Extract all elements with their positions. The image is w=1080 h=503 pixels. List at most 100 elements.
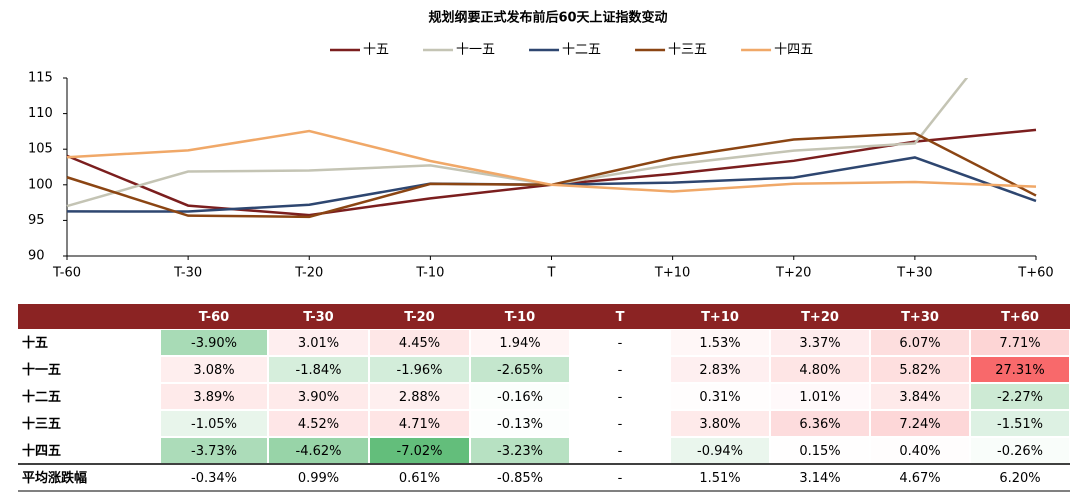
legend-label: 十三五 xyxy=(668,43,707,58)
table-cell-bg xyxy=(571,411,669,436)
table-cell-bg xyxy=(771,411,869,436)
table-cell: - xyxy=(618,471,623,486)
table-cell-bg xyxy=(871,357,969,382)
table-cell: 1.51% xyxy=(699,471,740,486)
table-cell: -0.16% xyxy=(497,390,543,405)
legend-label: 十一五 xyxy=(456,43,495,58)
legend-label: 十四五 xyxy=(774,43,813,58)
table-cell: 0.15% xyxy=(799,444,840,459)
table-cell-bg xyxy=(571,438,669,463)
table-cell: -1.05% xyxy=(191,417,237,432)
x-tick-label: T+30 xyxy=(896,266,932,281)
table-cell: 4.52% xyxy=(298,417,339,432)
table-cell: - xyxy=(618,417,623,432)
table-header-cell: T xyxy=(616,310,625,325)
table-cell-bg xyxy=(471,438,569,463)
table-cell: 6.36% xyxy=(799,417,840,432)
x-tick-label: T+20 xyxy=(775,266,811,281)
table-cell: - xyxy=(618,444,623,459)
table-cell: 4.80% xyxy=(799,363,840,378)
plot-area xyxy=(66,78,1037,219)
x-tick-label: T-30 xyxy=(173,266,202,281)
table-cell-bg xyxy=(971,384,1069,409)
table-cell-bg xyxy=(871,384,969,409)
y-tick-label: 105 xyxy=(28,142,53,157)
table-cell: 3.01% xyxy=(298,336,339,351)
y-tick-label: 95 xyxy=(28,213,45,228)
table-cell: -2.27% xyxy=(997,390,1043,405)
y-tick-label: 90 xyxy=(28,249,45,264)
table-cell: - xyxy=(618,336,623,351)
table-cell: - xyxy=(618,363,623,378)
table-cell-bg xyxy=(269,357,368,382)
table-cell: -4.62% xyxy=(296,444,342,459)
table-cell-bg xyxy=(771,438,869,463)
table-cell-bg xyxy=(771,357,869,382)
table-header-cell: T-10 xyxy=(505,310,535,325)
table-cell: 1.53% xyxy=(699,336,740,351)
x-tick-label: T-20 xyxy=(294,266,323,281)
table-cell: 0.31% xyxy=(699,390,740,405)
table-cell: 1.94% xyxy=(499,336,540,351)
table-cell: 6.20% xyxy=(999,471,1040,486)
table-cell-bg xyxy=(671,438,769,463)
table-cell-bg xyxy=(161,357,267,382)
table-cell: -3.90% xyxy=(191,336,237,351)
x-tick-label: T-10 xyxy=(415,266,444,281)
table-cell-bg xyxy=(971,438,1069,463)
table-cell-bg xyxy=(971,357,1069,382)
table-cell: 3.37% xyxy=(799,336,840,351)
table-cell-bg xyxy=(671,330,769,355)
table-cell: 3.08% xyxy=(193,363,234,378)
table-cell: 1.01% xyxy=(799,390,840,405)
table-cell: -2.65% xyxy=(497,363,543,378)
table-cell-bg xyxy=(671,357,769,382)
table-cell-bg xyxy=(671,384,769,409)
table-cell: 7.24% xyxy=(899,417,940,432)
table-cell: -0.13% xyxy=(497,417,543,432)
table-cell: 4.67% xyxy=(899,471,940,486)
y-tick-label: 110 xyxy=(28,106,53,121)
table-cell: -3.23% xyxy=(497,444,543,459)
table-cell-bg xyxy=(269,384,368,409)
table-header-bg xyxy=(18,304,1070,329)
table-row-label: 十四五 xyxy=(22,443,61,459)
table-cell-bg xyxy=(471,357,569,382)
table-row-label: 十五 xyxy=(22,335,48,351)
table-cell-bg xyxy=(161,411,267,436)
table-cell: 3.80% xyxy=(699,417,740,432)
table-header-cell: T+30 xyxy=(901,310,939,325)
table-cell: 6.07% xyxy=(899,336,940,351)
table-header-cell: T+20 xyxy=(801,310,839,325)
table-cell: -0.94% xyxy=(697,444,743,459)
table-row-label: 十三五 xyxy=(22,416,61,432)
table-header-cell: T-30 xyxy=(303,310,333,325)
table-header-cell: T+10 xyxy=(701,310,739,325)
table-cell: 3.90% xyxy=(298,390,339,405)
table-cell-bg xyxy=(161,384,267,409)
table-row-label: 平均涨跌幅 xyxy=(22,470,87,486)
table-cell-bg xyxy=(269,438,368,463)
table-cell-bg xyxy=(671,411,769,436)
y-tick-label: 100 xyxy=(28,177,53,192)
table-cell: -0.26% xyxy=(997,444,1043,459)
table-cell: 2.88% xyxy=(399,390,440,405)
x-tick-label: T xyxy=(547,266,556,281)
table-header-cell: T-60 xyxy=(199,310,229,325)
table-cell: 0.99% xyxy=(298,471,339,486)
x-tick-label: T+60 xyxy=(1017,266,1053,281)
table-row-label: 十一五 xyxy=(22,362,61,378)
legend-label: 十二五 xyxy=(562,43,601,58)
table-cell-bg xyxy=(571,384,669,409)
table-cell: -1.96% xyxy=(397,363,443,378)
table-header-cell: T+60 xyxy=(1001,310,1039,325)
table-cell-bg xyxy=(871,411,969,436)
table-cell: -1.51% xyxy=(997,417,1043,432)
table-cell-bg xyxy=(161,438,267,463)
y-tick-label: 115 xyxy=(28,71,53,86)
table-cell: -3.73% xyxy=(191,444,237,459)
table-cell: -0.85% xyxy=(497,471,543,486)
table-cell-bg xyxy=(871,330,969,355)
table-cell: 5.82% xyxy=(899,363,940,378)
